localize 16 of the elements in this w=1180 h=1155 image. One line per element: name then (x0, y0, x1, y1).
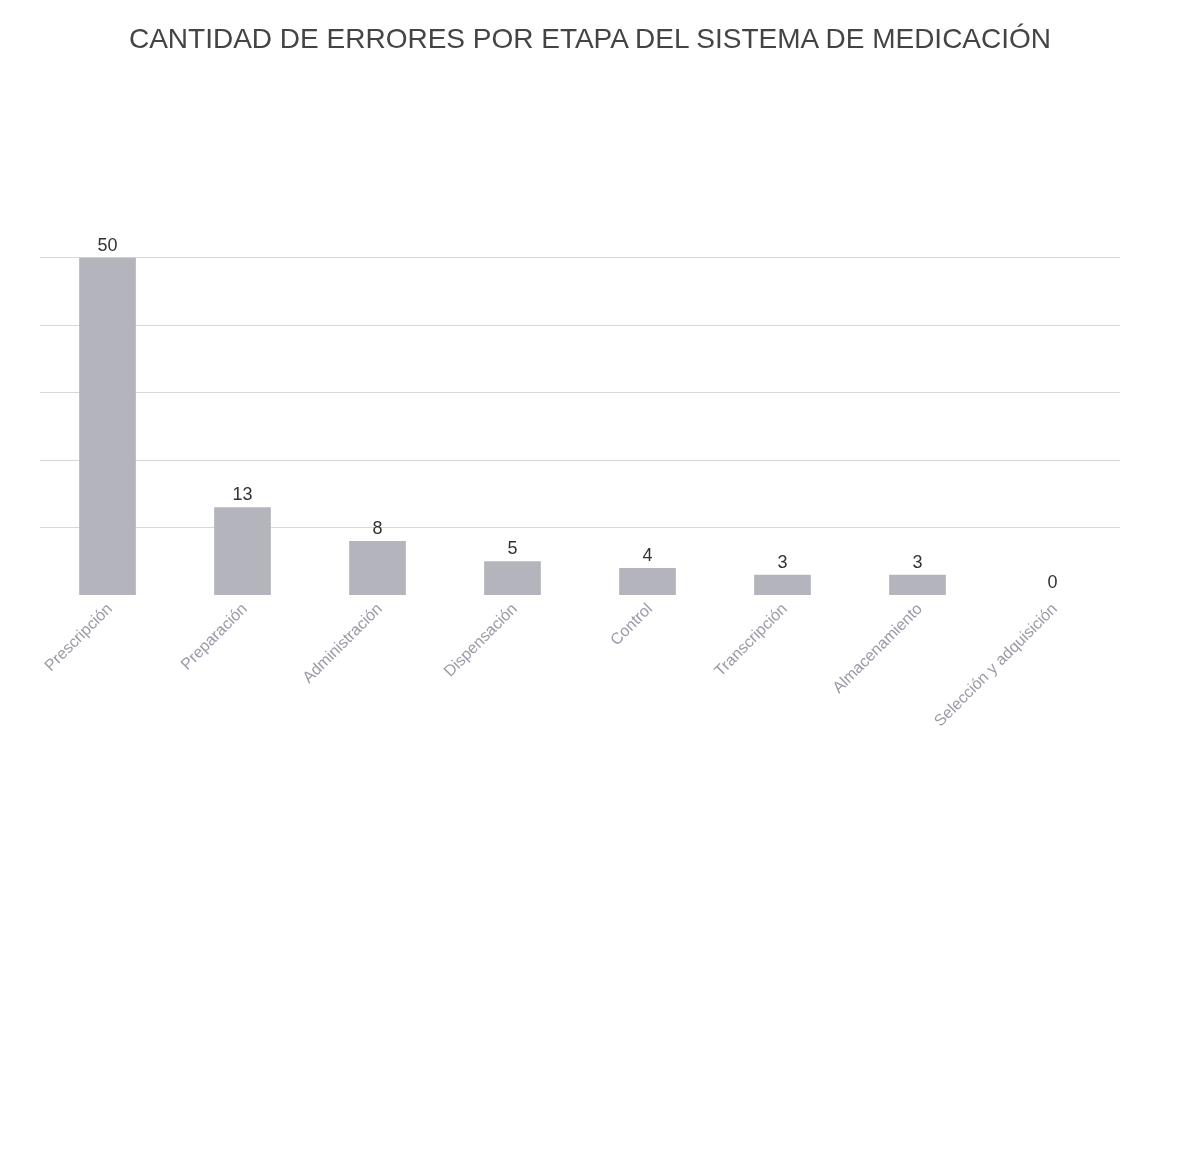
data-label: 4 (642, 545, 653, 566)
data-label: 50 (97, 234, 118, 255)
bar (619, 568, 676, 595)
data-label: 3 (777, 551, 788, 572)
bar (484, 561, 541, 595)
bar (889, 574, 946, 595)
data-label: 0 (1047, 572, 1058, 592)
bar (754, 574, 811, 595)
bar (214, 507, 271, 595)
data-label: 13 (232, 484, 253, 505)
chart-title: CANTIDAD DE ERRORES POR ETAPA DEL SISTEMA DE MEDICACIÓN (128, 23, 1052, 55)
data-label: 5 (507, 538, 518, 559)
bar (349, 541, 406, 595)
data-label: 8 (372, 518, 383, 539)
bar (79, 257, 136, 595)
data-label: 3 (912, 551, 923, 572)
